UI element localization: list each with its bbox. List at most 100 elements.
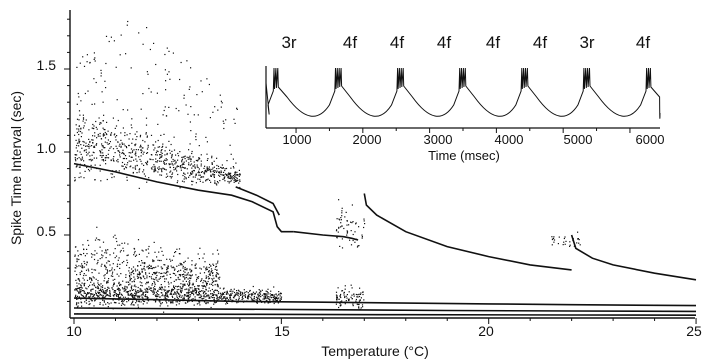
scatter-point: [358, 300, 360, 302]
scatter-point: [181, 290, 183, 292]
scatter-point: [160, 151, 162, 153]
scatter-point: [106, 282, 108, 284]
scatter-point: [184, 274, 186, 276]
scatter-point: [125, 53, 127, 55]
scatter-point: [105, 62, 107, 65]
scatter-point: [86, 253, 88, 255]
scatter-point: [233, 295, 236, 297]
scatter-point: [144, 278, 146, 280]
scatter-point: [155, 152, 157, 154]
scatter-point: [80, 100, 82, 102]
scatter-point: [103, 296, 105, 299]
scatter-point: [126, 164, 128, 166]
scatter-point: [104, 287, 106, 289]
scatter-point: [247, 296, 249, 298]
scatter-point: [179, 78, 181, 81]
scatter-point: [134, 255, 137, 257]
scatter-point: [226, 297, 228, 299]
scatter-point: [86, 293, 88, 295]
scatter-point: [121, 294, 123, 296]
scatter-point: [85, 145, 87, 147]
scatter-point: [191, 269, 193, 271]
scatter-point: [141, 163, 143, 165]
scatter-point: [112, 299, 114, 301]
scatter-point: [96, 143, 98, 145]
scatter-point: [179, 275, 181, 277]
scatter-point: [171, 173, 173, 175]
scatter-point: [187, 283, 189, 285]
scatter-point: [78, 279, 80, 281]
scatter-point: [124, 163, 126, 165]
scatter-point: [87, 268, 89, 270]
scatter-point: [111, 173, 114, 175]
scatter-point: [103, 280, 105, 282]
scatter-point: [106, 178, 108, 181]
scatter-point: [217, 262, 219, 264]
scatter-point: [132, 167, 134, 169]
scatter-point: [208, 270, 210, 272]
scatter-point: [183, 261, 185, 263]
scatter-point: [256, 298, 259, 300]
scatter-point: [145, 272, 147, 274]
scatter-point: [127, 294, 129, 296]
scatter-point: [88, 244, 90, 246]
scatter-point: [211, 278, 213, 280]
scatter-point: [74, 177, 76, 179]
scatter-point: [122, 280, 124, 282]
scatter-point: [97, 296, 99, 298]
scatter-point: [154, 289, 156, 291]
scatter-point: [94, 57, 96, 59]
scatter-point: [131, 302, 133, 304]
scatter-point: [205, 289, 207, 291]
scatter-point: [85, 142, 87, 144]
scatter-point: [200, 176, 202, 178]
scatter-point: [104, 265, 106, 267]
scatter-point: [119, 292, 121, 294]
scatter-point: [272, 300, 274, 302]
scatter-point: [191, 167, 193, 169]
scatter-point: [191, 284, 193, 286]
scatter-point: [81, 132, 83, 134]
scatter-point: [146, 256, 148, 258]
scatter-point: [213, 303, 215, 305]
scatter-point: [107, 306, 109, 308]
scatter-point: [81, 294, 83, 297]
scatter-point: [183, 273, 185, 275]
scatter-point: [80, 293, 82, 296]
scatter-point: [169, 166, 171, 168]
scatter-point: [564, 243, 566, 245]
scatter-point: [189, 86, 191, 88]
scatter-point: [213, 290, 215, 292]
scatter-point: [188, 284, 190, 286]
scatter-point: [358, 295, 361, 298]
scatter-point: [157, 123, 159, 125]
scatter-point: [184, 155, 186, 157]
scatter-point: [116, 263, 119, 265]
scatter-point: [183, 298, 185, 300]
scatter-point: [85, 295, 87, 297]
scatter-point: [213, 293, 215, 296]
scatter-point: [142, 153, 144, 155]
scatter-point: [137, 290, 139, 292]
scatter-point: [239, 174, 241, 176]
scatter-point: [182, 174, 184, 177]
y-tick-label: 0.5: [37, 223, 57, 239]
scatter-point: [177, 173, 179, 176]
scatter-point: [199, 296, 201, 298]
scatter-point: [167, 265, 169, 268]
scatter-point: [100, 152, 102, 154]
scatter-point: [153, 272, 155, 274]
scatter-point: [223, 171, 225, 173]
scatter-point: [213, 277, 215, 279]
scatter-point: [197, 159, 199, 161]
scatter-point: [126, 147, 128, 149]
scatter-point: [212, 281, 214, 283]
scatter-point: [142, 294, 144, 296]
scatter-point: [159, 287, 162, 289]
scatter-point: [118, 294, 120, 296]
scatter-point: [211, 162, 213, 164]
scatter-point: [150, 265, 152, 267]
scatter-point: [180, 264, 182, 266]
scatter-point: [204, 285, 206, 287]
inset-chart: 1000 2000 3000 4000 5000 6000 Time (msec…: [265, 33, 664, 163]
